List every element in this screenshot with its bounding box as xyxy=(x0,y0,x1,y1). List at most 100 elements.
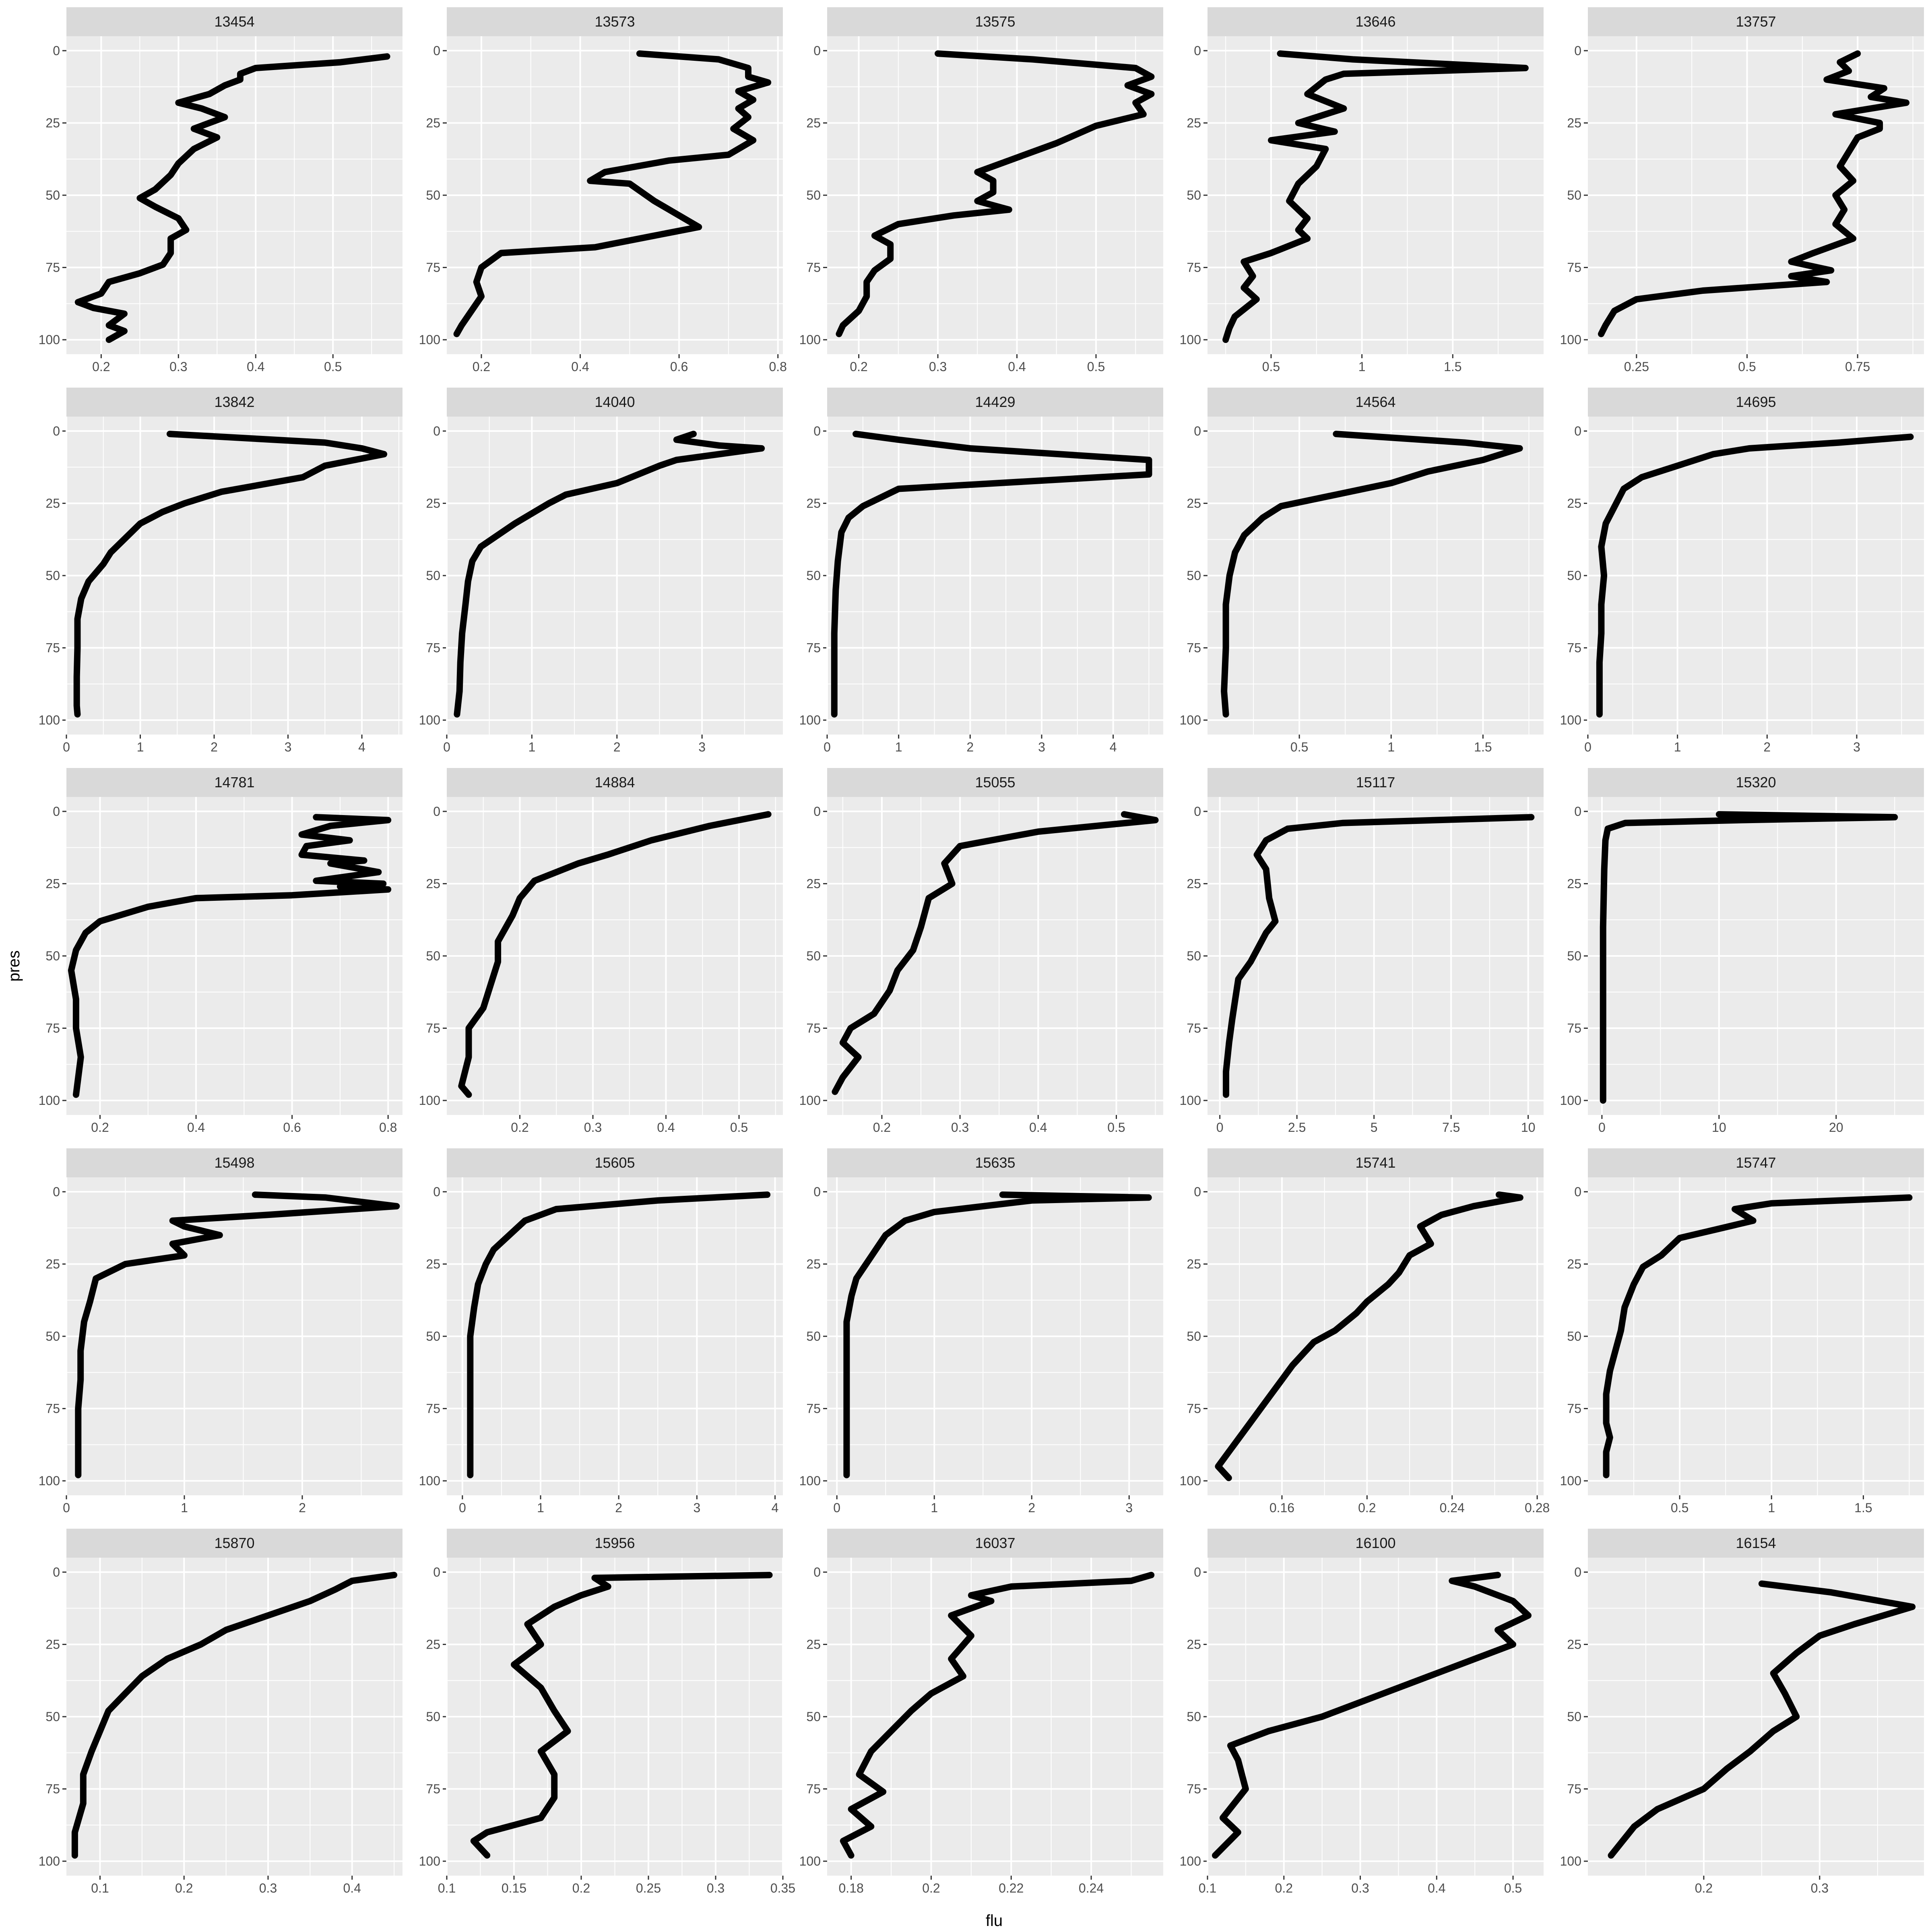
x-tick-label: 0.3 xyxy=(929,359,947,374)
y-tick-label: 100 xyxy=(1560,1474,1581,1488)
facet-strip-label: 13575 xyxy=(975,13,1015,30)
facet-panel-16154: 16154 0 25 50 75 100 0.2 0.3 xyxy=(1560,1529,1924,1895)
facet-panel-14564: 14564 0 25 50 75 100 0.5 1 1.5 xyxy=(1180,388,1544,754)
facet-panel-13573: 13573 0 25 50 75 100 0.2 0.4 0.6 0.8 xyxy=(419,7,787,374)
y-tick-label: 50 xyxy=(806,1329,821,1344)
y-tick-label: 25 xyxy=(426,1257,440,1271)
x-tick-label: 0.5 xyxy=(1671,1501,1688,1515)
y-tick-label: 50 xyxy=(45,188,60,202)
x-tick-label: 0.3 xyxy=(259,1881,277,1895)
x-tick-label: 0.35 xyxy=(770,1881,795,1895)
y-tick-label: 75 xyxy=(806,260,821,275)
facet-strip xyxy=(66,388,402,417)
facet-panel-16100: 16100 0 25 50 75 100 0.1 0.2 0.3 0.4 0.5 xyxy=(1180,1529,1544,1895)
x-tick-label: 3 xyxy=(1038,740,1045,754)
y-tick-label: 25 xyxy=(806,116,821,130)
x-tick-label: 0.5 xyxy=(1087,359,1105,374)
y-tick-label: 25 xyxy=(45,876,60,891)
y-axis-title: pres xyxy=(5,950,23,982)
x-tick-label: 0.5 xyxy=(1262,359,1280,374)
facet-panel-14884: 14884 0 25 50 75 100 0.2 0.3 0.4 0.5 xyxy=(419,768,783,1135)
y-tick-label: 25 xyxy=(1187,1637,1201,1651)
facet-strip-label: 15055 xyxy=(975,774,1015,791)
x-tick-label: 3 xyxy=(285,740,292,754)
x-tick-label: 0.2 xyxy=(1358,1501,1376,1515)
y-tick-label: 50 xyxy=(806,568,821,583)
y-tick-label: 25 xyxy=(45,1257,60,1271)
facet-panel-16037: 16037 0 25 50 75 100 0.18 0.2 0.22 0.24 xyxy=(799,1529,1163,1895)
x-tick-label: 3 xyxy=(1125,1501,1133,1515)
x-tick-label: 5 xyxy=(1371,1120,1378,1135)
x-tick-label: 1.5 xyxy=(1854,1501,1872,1515)
x-tick-label: 2 xyxy=(211,740,218,754)
y-tick-label: 100 xyxy=(39,332,60,347)
y-tick-label: 100 xyxy=(799,1093,821,1108)
facet-strip-label: 15320 xyxy=(1736,774,1776,791)
x-tick-label: 10 xyxy=(1521,1120,1536,1135)
y-tick-label: 75 xyxy=(426,1402,440,1416)
facet-panel-13454: 13454 0 25 50 75 100 0.2 0.3 0.4 0.5 xyxy=(39,7,402,374)
x-tick-label: 0.2 xyxy=(850,359,867,374)
y-tick-label: 75 xyxy=(1187,641,1201,655)
facet-strip xyxy=(447,388,783,417)
x-tick-label: 1 xyxy=(895,740,902,754)
x-tick-label: 0.1 xyxy=(1199,1881,1216,1895)
y-tick-label: 100 xyxy=(1180,713,1201,727)
facet-panel-13646: 13646 0 25 50 75 100 0.5 1 1.5 xyxy=(1180,7,1544,374)
facet-strip xyxy=(1588,7,1924,36)
y-tick-label: 50 xyxy=(806,949,821,963)
profile-line-16154 xyxy=(1608,1580,1916,1859)
facet-strip xyxy=(1208,1529,1544,1558)
x-tick-label: 0.4 xyxy=(571,359,589,374)
x-tick-label: 0.5 xyxy=(1504,1881,1522,1895)
facet-strip-label: 14884 xyxy=(594,774,635,791)
x-tick-label: 0.15 xyxy=(502,1881,526,1895)
y-tick-label: 50 xyxy=(1567,949,1581,963)
x-tick-label: 0.5 xyxy=(1107,1120,1125,1135)
profile-line-15635 xyxy=(843,1191,1152,1478)
y-tick-label: 100 xyxy=(1560,713,1581,727)
facet-panel-15605: 15605 0 25 50 75 100 0 1 2 3 4 xyxy=(419,1148,783,1515)
facet-strip-label: 16100 xyxy=(1355,1535,1395,1551)
facet-strip-label: 16037 xyxy=(975,1535,1015,1551)
facet-strip xyxy=(1588,1148,1924,1177)
x-tick-label: 3 xyxy=(693,1501,700,1515)
x-tick-label: 0.2 xyxy=(92,359,110,374)
facet-panel-14781: 14781 0 25 50 75 100 0.2 0.4 0.6 0.8 xyxy=(39,768,402,1135)
y-tick-label: 75 xyxy=(1187,1782,1201,1796)
y-tick-label: 75 xyxy=(426,1021,440,1036)
y-tick-label: 75 xyxy=(426,260,440,275)
y-tick-label: 100 xyxy=(419,1093,440,1108)
y-tick-label: 100 xyxy=(419,1474,440,1488)
x-tick-label: 0 xyxy=(443,740,450,754)
y-tick-label: 100 xyxy=(1180,1474,1201,1488)
profile-line-16100 xyxy=(1212,1572,1532,1859)
x-tick-label: 0.24 xyxy=(1079,1881,1104,1895)
x-tick-label: 0.25 xyxy=(1624,359,1649,374)
facet-strip xyxy=(1588,388,1924,417)
y-tick-label: 75 xyxy=(45,641,60,655)
y-tick-label: 0 xyxy=(813,43,821,58)
x-tick-label: 20 xyxy=(1829,1120,1843,1135)
y-tick-label: 0 xyxy=(433,804,440,819)
facet-strip xyxy=(66,1529,402,1558)
profile-line-13842 xyxy=(73,431,388,718)
x-tick-label: 0.2 xyxy=(511,1120,528,1135)
profile-line-13575 xyxy=(836,50,1155,337)
y-tick-label: 50 xyxy=(1567,1329,1581,1344)
y-tick-label: 50 xyxy=(1187,568,1201,583)
y-tick-label: 75 xyxy=(426,1782,440,1796)
x-tick-label: 0.8 xyxy=(379,1120,397,1135)
facet-strip xyxy=(447,1529,783,1558)
y-tick-label: 50 xyxy=(426,188,440,202)
facet-strip xyxy=(827,7,1163,36)
x-tick-label: 0.4 xyxy=(247,359,264,374)
y-tick-label: 25 xyxy=(45,1637,60,1651)
x-tick-label: 4 xyxy=(358,740,365,754)
facet-strip xyxy=(1208,1148,1544,1177)
facet-panel-15635: 15635 0 25 50 75 100 0 1 2 3 xyxy=(799,1148,1163,1515)
y-tick-label: 75 xyxy=(1187,1402,1201,1416)
facet-strip-label: 14695 xyxy=(1736,394,1776,410)
facet-strip xyxy=(66,768,402,797)
